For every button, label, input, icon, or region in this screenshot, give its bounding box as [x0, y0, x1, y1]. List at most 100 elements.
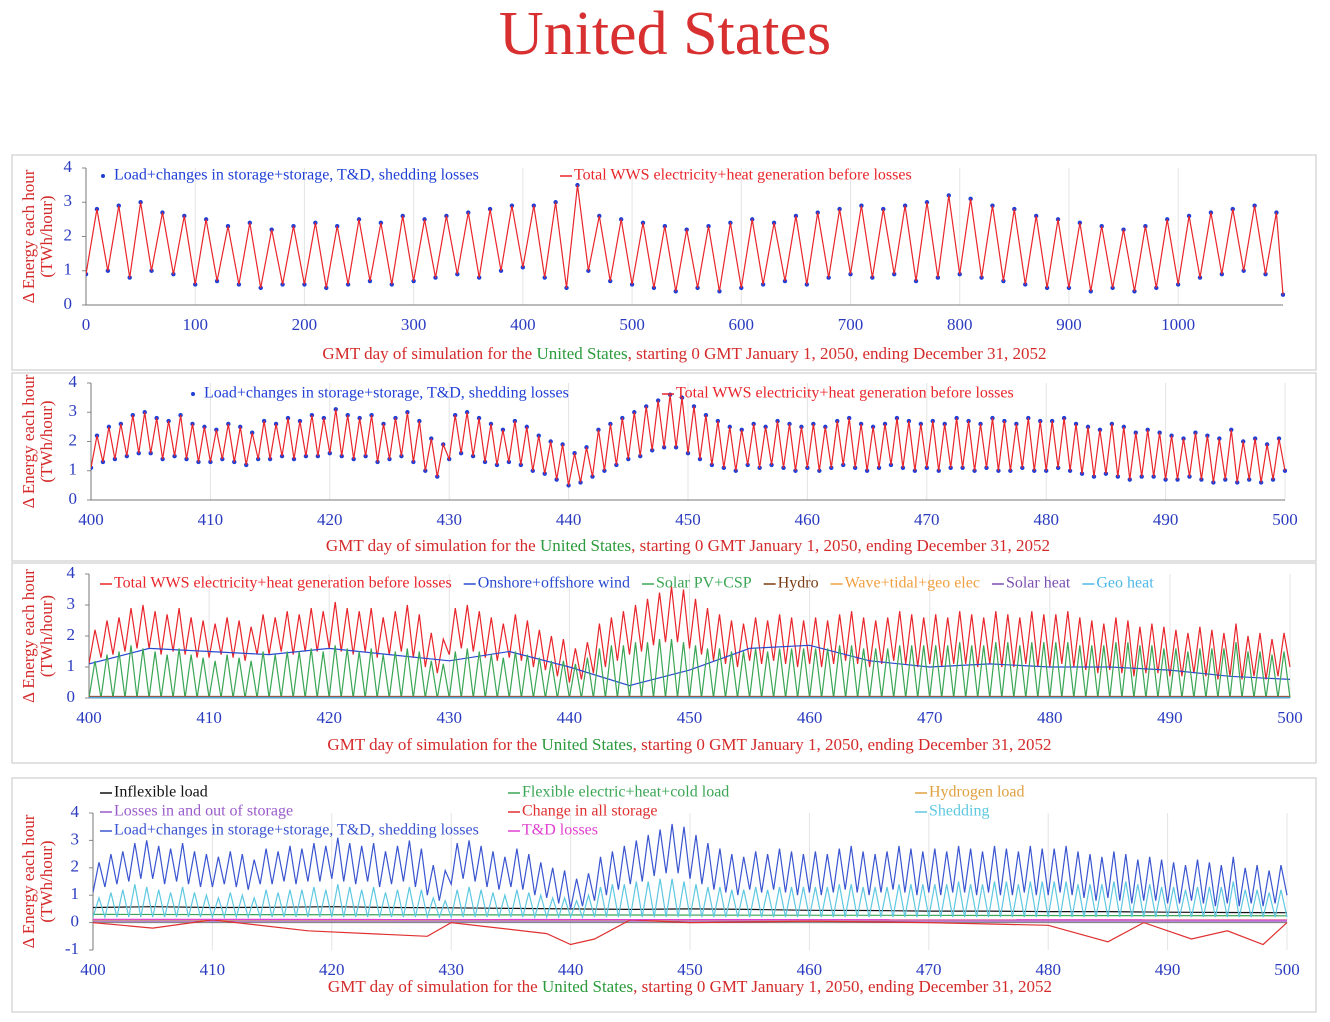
legend-label: Wave+tidal+geo elec: [845, 575, 980, 592]
legend-label: Onshore+offshore wind: [478, 575, 630, 592]
x-tick-label: 420: [319, 960, 345, 979]
y-axis-label: Δ Energy each hour: [19, 569, 38, 703]
series-line: [93, 823, 1288, 910]
panel-frame: [11, 777, 1317, 1013]
x-tick-label: 700: [838, 315, 864, 334]
x-axis-label: GMT day of simulation for the United Sta…: [327, 735, 1051, 754]
x-tick-label: 500: [1274, 960, 1300, 979]
x-tick-label: 480: [1033, 510, 1059, 529]
legend-label: Shedding: [929, 803, 989, 820]
x-tick-label: 490: [1155, 960, 1181, 979]
x-axis-label-part: United States: [542, 977, 633, 996]
y-tick-label: 2: [71, 857, 80, 876]
x-tick-label: 450: [677, 960, 703, 979]
y-axis-label: Δ Energy each hour: [19, 169, 38, 303]
x-axis-label-part: , starting 0 GMT January 1, 2050, ending…: [628, 344, 1047, 363]
x-tick-label: 900: [1056, 315, 1082, 334]
x-tick-label: 500: [1277, 708, 1303, 727]
legend-label: Load+changes in storage+storage, T&D, sh…: [114, 822, 479, 839]
x-axis-label: GMT day of simulation for the United Sta…: [326, 536, 1050, 555]
x-tick-label: 400: [80, 960, 106, 979]
x-axis-label-part: GMT day of simulation for the: [326, 536, 540, 555]
x-axis-label-part: , starting 0 GMT January 1, 2050, ending…: [633, 977, 1052, 996]
y-tick-label: 0: [67, 687, 76, 706]
x-tick-label: 410: [200, 960, 226, 979]
x-tick-label: 440: [557, 708, 583, 727]
x-tick-label: 440: [556, 510, 582, 529]
x-tick-label: 490: [1157, 708, 1183, 727]
legend-label: Geo heat: [1096, 575, 1154, 592]
x-tick-label: 410: [198, 510, 224, 529]
x-tick-label: 470: [917, 708, 943, 727]
data-point: [1280, 292, 1285, 297]
panel-frame: [11, 372, 1317, 562]
plot-area: [86, 182, 1285, 297]
legend-marker: [191, 392, 195, 396]
series-line: [93, 919, 1288, 946]
series-line: [89, 586, 1291, 683]
y-tick-label: 1: [71, 884, 80, 903]
legend-label: Flexible electric+heat+cold load: [522, 784, 729, 801]
x-axis-label-part: , starting 0 GMT January 1, 2050, ending…: [631, 536, 1050, 555]
x-tick-label: 800: [947, 315, 973, 334]
x-tick-label: 600: [729, 315, 755, 334]
x-tick-label: 460: [795, 510, 821, 529]
x-tick-label: 400: [76, 708, 102, 727]
x-tick-label: 490: [1153, 510, 1179, 529]
y-axis-label: Δ Energy each hour: [19, 374, 38, 508]
x-axis-label-part: United States: [540, 536, 631, 555]
x-tick-label: 430: [436, 510, 462, 529]
legend-label: Inflexible load: [114, 784, 208, 801]
x-tick-label: 470: [914, 510, 940, 529]
y-tick-label: -1: [65, 939, 79, 958]
legend-label: Total WWS electricity+heat generation be…: [676, 385, 1014, 402]
y-tick-label: 2: [64, 225, 73, 244]
y-tick-label: 0: [71, 912, 80, 931]
y-tick-label: 4: [67, 563, 76, 582]
y-tick-label: 3: [69, 401, 78, 420]
legend-label: Load+changes in storage+storage, T&D, sh…: [204, 385, 569, 402]
x-tick-label: 470: [916, 960, 942, 979]
legend-label: Total WWS electricity+heat generation be…: [114, 575, 452, 592]
x-tick-label: 450: [675, 510, 701, 529]
series-line: [93, 918, 1288, 921]
x-axis-label-part: United States: [536, 344, 627, 363]
x-axis-label-part: GMT day of simulation for the: [327, 735, 541, 754]
y-tick-label: 4: [69, 372, 78, 391]
legend-label: Change in all storage: [522, 803, 658, 820]
x-tick-label: 410: [196, 708, 222, 727]
x-axis-label-part: , starting 0 GMT January 1, 2050, ending…: [633, 735, 1052, 754]
panel-frame: [11, 154, 1317, 371]
series-line: [86, 185, 1284, 295]
page-title: United States: [499, 0, 831, 68]
x-tick-label: 460: [797, 960, 823, 979]
series-line: [91, 394, 1286, 486]
x-tick-label: 500: [619, 315, 645, 334]
plot-area: [91, 392, 1287, 488]
x-axis-label-part: GMT day of simulation for the: [322, 344, 536, 363]
x-tick-label: 430: [438, 960, 464, 979]
x-tick-label: 500: [1272, 510, 1298, 529]
x-tick-label: 400: [510, 315, 536, 334]
x-tick-label: 420: [317, 510, 343, 529]
y-tick-label: 2: [69, 430, 78, 449]
y-tick-label: 1: [69, 460, 78, 479]
x-tick-label: 480: [1035, 960, 1061, 979]
x-tick-label: 450: [677, 708, 703, 727]
x-tick-label: 200: [292, 315, 318, 334]
legend-marker: [101, 174, 105, 178]
x-tick-label: 300: [401, 315, 427, 334]
panel-frame: [11, 562, 1317, 764]
series-line: [93, 878, 1288, 920]
plot-area: [93, 823, 1288, 946]
legend-label: Hydro: [778, 575, 819, 592]
x-axis-label-part: United States: [541, 735, 632, 754]
legend-label: Losses in and out of storage: [114, 803, 293, 820]
x-tick-label: 420: [316, 708, 342, 727]
y-axis-label: (TWh/hour): [37, 195, 56, 277]
x-axis-label: GMT day of simulation for the United Sta…: [322, 344, 1046, 363]
y-axis-label: Δ Energy each hour: [19, 814, 38, 948]
y-tick-label: 0: [64, 294, 73, 313]
y-tick-label: 3: [64, 191, 73, 210]
